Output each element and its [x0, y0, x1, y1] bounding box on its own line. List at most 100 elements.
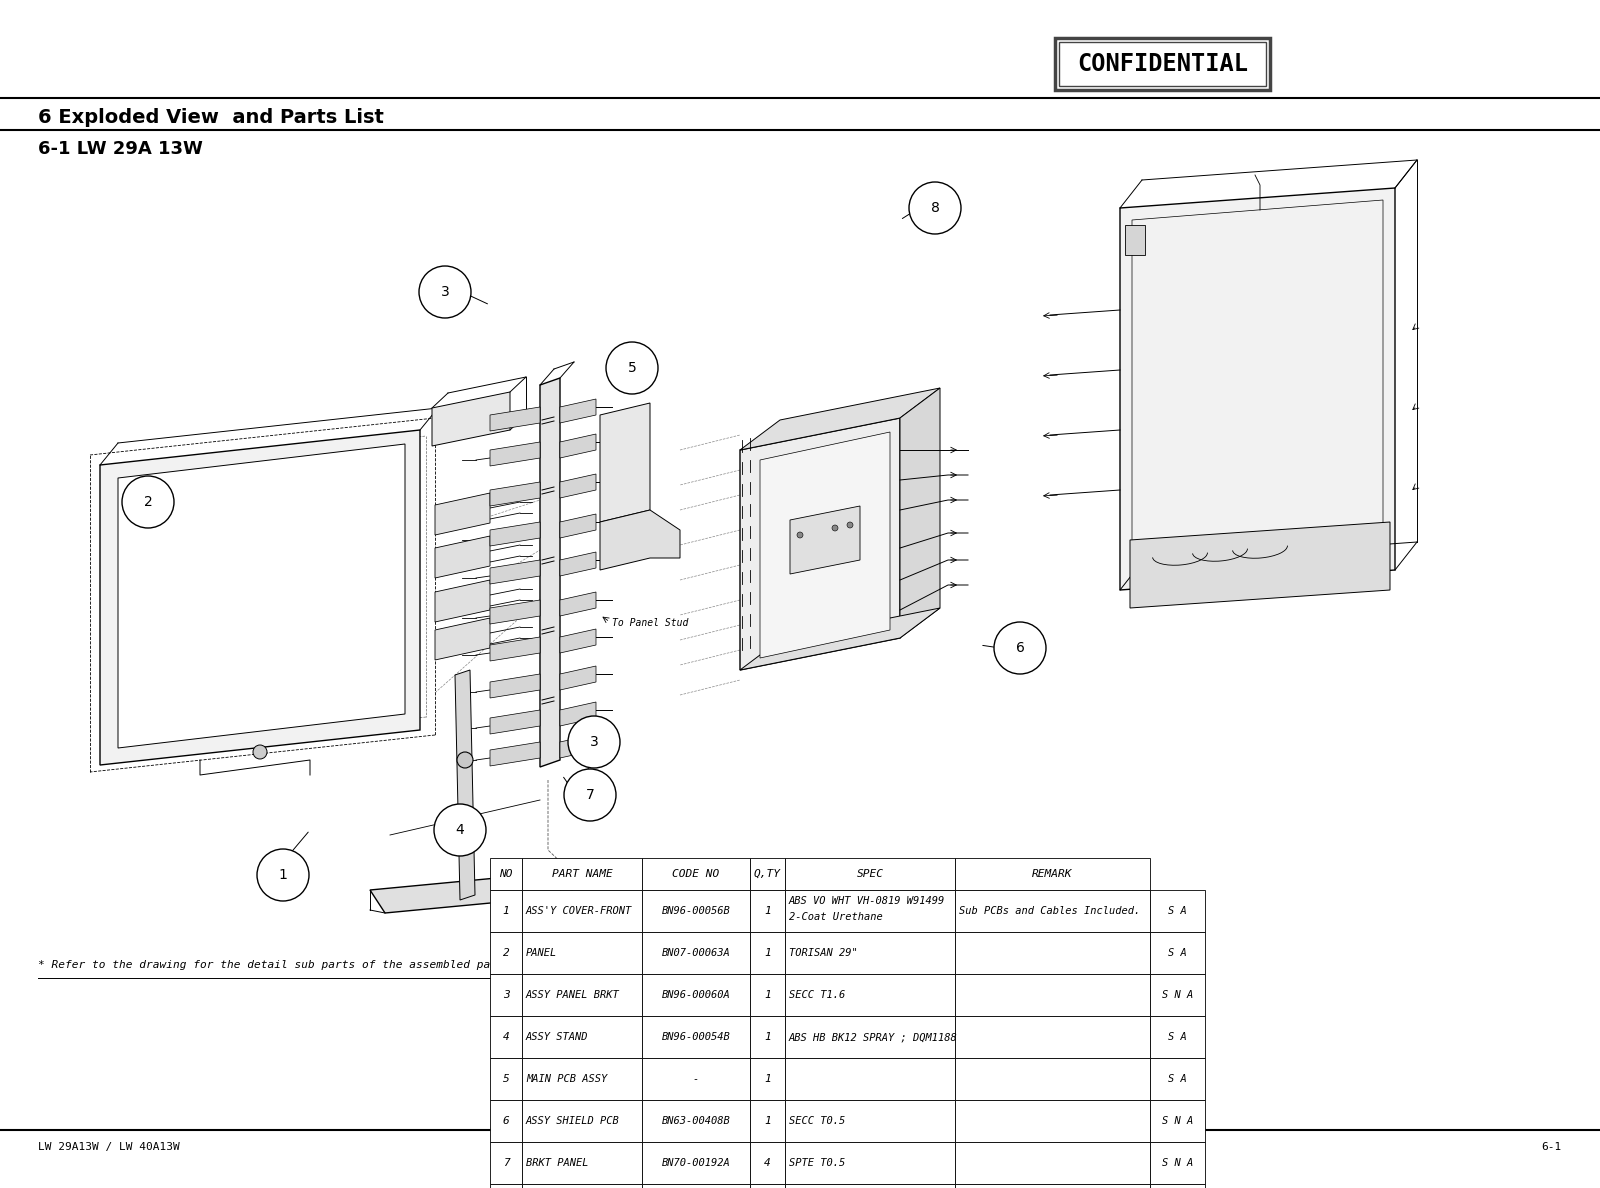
Polygon shape [1120, 188, 1395, 590]
Polygon shape [560, 666, 595, 690]
Polygon shape [490, 742, 541, 766]
Text: S A: S A [1168, 1074, 1187, 1083]
Bar [490, 1142, 522, 1184]
Bar [490, 1016, 522, 1059]
Bar [786, 858, 955, 890]
Bar [750, 933, 786, 974]
Bar [750, 858, 786, 890]
Polygon shape [490, 710, 541, 734]
Text: 7: 7 [502, 1158, 509, 1168]
Circle shape [846, 522, 853, 527]
Bar [1150, 890, 1205, 933]
Bar [750, 1016, 786, 1059]
Bar [786, 1184, 955, 1188]
Bar [955, 1016, 1150, 1059]
Bar [955, 1184, 1150, 1188]
Polygon shape [490, 560, 541, 584]
Text: NO: NO [499, 868, 512, 879]
Bar [955, 858, 1150, 890]
Bar [522, 890, 642, 933]
Bar [642, 1100, 750, 1142]
Polygon shape [1130, 522, 1390, 608]
Bar [490, 1059, 522, 1100]
Circle shape [253, 745, 267, 759]
Polygon shape [370, 872, 574, 914]
Text: PANEL: PANEL [526, 948, 557, 958]
Text: S N A: S N A [1162, 1116, 1194, 1126]
Polygon shape [560, 628, 595, 653]
Text: REMARK: REMARK [1032, 868, 1072, 879]
Text: 7: 7 [586, 788, 594, 802]
Text: ASS'Y COVER-FRONT: ASS'Y COVER-FRONT [526, 906, 632, 916]
Text: ABS VO WHT VH-0819 W91499: ABS VO WHT VH-0819 W91499 [789, 896, 946, 906]
Text: 1: 1 [765, 1032, 771, 1042]
Text: 5: 5 [502, 1074, 509, 1083]
Circle shape [563, 769, 616, 821]
Bar [490, 1100, 522, 1142]
Bar [522, 933, 642, 974]
Text: BN96-00054B: BN96-00054B [662, 1032, 730, 1042]
Text: 2-Coat Urethane: 2-Coat Urethane [789, 912, 883, 922]
Text: BN07-00063A: BN07-00063A [662, 948, 730, 958]
Text: SECC T0.5: SECC T0.5 [789, 1116, 845, 1126]
Polygon shape [435, 493, 490, 535]
Bar [490, 933, 522, 974]
Text: 5: 5 [627, 361, 637, 375]
Text: 1: 1 [765, 990, 771, 1000]
Text: SECC T1.6: SECC T1.6 [789, 990, 845, 1000]
Bar [786, 974, 955, 1016]
Bar [1150, 1059, 1205, 1100]
Bar [642, 1059, 750, 1100]
Circle shape [419, 266, 470, 318]
Polygon shape [760, 432, 890, 658]
Text: BN96-00056B: BN96-00056B [662, 906, 730, 916]
Bar [750, 974, 786, 1016]
Text: 1: 1 [765, 1074, 771, 1083]
Bar [955, 1142, 1150, 1184]
Polygon shape [560, 552, 595, 576]
Polygon shape [490, 637, 541, 661]
Text: S N A: S N A [1162, 1158, 1194, 1168]
Circle shape [832, 525, 838, 531]
Polygon shape [490, 407, 541, 431]
Circle shape [606, 342, 658, 394]
Text: BN96-00060A: BN96-00060A [662, 990, 730, 1000]
Bar [1150, 974, 1205, 1016]
Text: 1: 1 [502, 906, 509, 916]
Polygon shape [490, 522, 541, 546]
Text: CONFIDENTIAL: CONFIDENTIAL [1077, 52, 1248, 76]
Bar [750, 890, 786, 933]
Bar [955, 933, 1150, 974]
Text: 2: 2 [144, 495, 152, 508]
Bar [522, 858, 642, 890]
Text: S A: S A [1168, 906, 1187, 916]
Bar [490, 974, 522, 1016]
Bar [490, 858, 522, 890]
Bar [490, 1184, 522, 1188]
Polygon shape [454, 670, 475, 901]
Bar [750, 1142, 786, 1184]
Polygon shape [560, 434, 595, 459]
Text: PART NAME: PART NAME [552, 868, 613, 879]
Bar [1125, 225, 1146, 255]
Bar [642, 858, 750, 890]
Text: 1: 1 [278, 868, 288, 881]
Text: 6: 6 [502, 1116, 509, 1126]
Bar [642, 933, 750, 974]
Bar [642, 1016, 750, 1059]
Text: BN63-00408B: BN63-00408B [662, 1116, 730, 1126]
Polygon shape [490, 600, 541, 624]
Text: BRKT PANEL: BRKT PANEL [526, 1158, 589, 1168]
Bar [522, 974, 642, 1016]
Bar [786, 890, 955, 933]
Text: 3: 3 [590, 735, 598, 748]
Polygon shape [432, 392, 510, 446]
Text: 6: 6 [1016, 642, 1024, 655]
Polygon shape [560, 592, 595, 617]
Circle shape [458, 752, 474, 767]
Circle shape [258, 849, 309, 901]
Polygon shape [600, 510, 680, 570]
Text: CODE NO: CODE NO [672, 868, 720, 879]
Text: MAIN PCB ASSY: MAIN PCB ASSY [526, 1074, 608, 1083]
Text: 4: 4 [456, 823, 464, 838]
